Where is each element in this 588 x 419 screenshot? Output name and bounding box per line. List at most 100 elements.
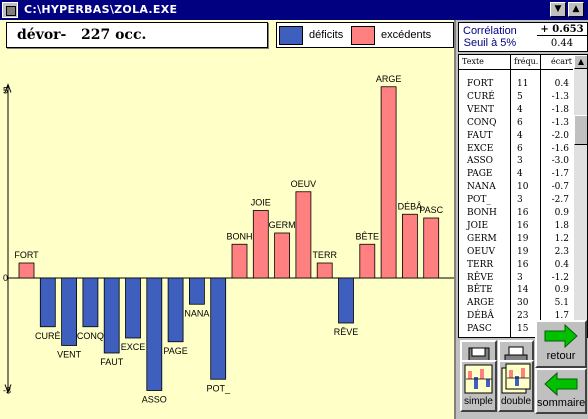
row-text: NANA — [467, 182, 496, 193]
correlation-label: Corrélation Seuil à 5% — [463, 25, 517, 49]
table-row[interactable]: BONH 16 0.9 — [459, 207, 573, 219]
row-frequency: 16 — [517, 220, 529, 231]
window-title: C:\HYPERBAS\ZOLA.EXE — [24, 3, 178, 16]
table-row[interactable]: FAUT 4 -2.0 — [459, 130, 573, 142]
sommaire-button[interactable]: sommaire — [535, 368, 587, 414]
row-text: DÉBÂ — [467, 311, 494, 322]
row-text: EXCE — [467, 143, 494, 154]
table-row[interactable]: CURÉ 5 -1.3 — [459, 91, 573, 103]
row-frequency: 3 — [517, 156, 523, 167]
scroll-up-button[interactable]: ▲ — [574, 55, 587, 69]
bar — [252, 210, 269, 279]
header-divider — [459, 69, 573, 70]
table-row[interactable]: JOIE 16 1.8 — [459, 220, 573, 232]
row-ecart: -1.6 — [551, 143, 569, 154]
row-text: FAUT — [467, 130, 493, 141]
row-ecart: -2.7 — [551, 195, 569, 206]
bar-label: CONQ — [77, 331, 104, 341]
title-bar: C:\HYPERBAS\ZOLA.EXE ▼ ▲ — [0, 0, 588, 20]
bar-label: DÉBÂ — [398, 201, 423, 211]
row-frequency: 5 — [517, 91, 523, 102]
bar-label: RÊVE — [334, 327, 359, 337]
table-row[interactable]: FORT 11 0.4 — [459, 78, 573, 90]
row-text: POT_ — [467, 195, 491, 206]
row-text: FORT — [467, 79, 494, 89]
row-text: ARGE — [467, 298, 495, 309]
bar-label: VENT — [57, 350, 82, 360]
table-row[interactable]: ASSO 3 -3.0 — [459, 155, 573, 167]
deviation-bar-chart: 5 0 -3 FORT CURÉ VENT CONQ FAUT EXCE ASSO PAGE NANA… — [3, 74, 454, 405]
bar-label: CURÉ — [35, 331, 61, 341]
row-ecart: -3.0 — [551, 156, 569, 167]
row-ecart: -2.0 — [551, 130, 569, 141]
bar-label: PAGE — [163, 346, 187, 356]
bar — [39, 277, 56, 328]
table-row[interactable]: PAGE 4 -1.7 — [459, 168, 573, 180]
table-row[interactable]: RÊVE 3 -1.2 — [459, 272, 573, 284]
col-header-texte: Texte — [462, 57, 484, 66]
scroll-thumb[interactable] — [574, 115, 587, 145]
minimize-button[interactable]: ▼ — [550, 2, 566, 17]
table-row[interactable]: OEUV 19 2.3 — [459, 246, 573, 258]
row-ecart: 0.9 — [554, 208, 569, 218]
bar — [210, 277, 227, 380]
table-row[interactable]: TERR 16 0.4 — [459, 259, 573, 271]
bar — [316, 262, 333, 279]
word-header: dévor- 227 occ. — [6, 22, 268, 48]
double-chart-icon — [501, 363, 531, 394]
table-row[interactable]: VENT 4 -1.8 — [459, 104, 573, 116]
bar-label: PASC — [419, 205, 443, 215]
bar — [167, 277, 184, 343]
col-header-ecart: écart — [551, 57, 573, 66]
table-row[interactable]: BÊTE 14 0.9 — [459, 284, 573, 296]
row-frequency: 19 — [517, 246, 529, 257]
bar — [380, 86, 397, 279]
row-ecart: 1.8 — [554, 220, 569, 231]
table-scrollbar[interactable]: ▲ ▼ — [574, 55, 587, 337]
row-ecart: 2.3 — [554, 246, 569, 257]
row-frequency: 16 — [517, 259, 529, 270]
row-frequency: 16 — [517, 208, 529, 218]
bar-label: FAUT — [100, 357, 124, 367]
table-row[interactable]: EXCE 6 -1.6 — [459, 143, 573, 155]
row-frequency: 23 — [517, 311, 529, 322]
frequency-table: Texte fréqu. écart FORT 11 0.4 CURÉ 5 -1.3 VEN… — [458, 54, 588, 338]
word-label: dévor- — [17, 27, 67, 43]
bar — [231, 243, 248, 279]
row-frequency: 30 — [517, 298, 529, 309]
row-frequency: 4 — [517, 130, 523, 141]
table-row[interactable]: POT_ 3 -2.7 — [459, 194, 573, 206]
table-row[interactable]: GERM 19 1.2 — [459, 233, 573, 245]
double-button[interactable]: double — [498, 360, 534, 412]
column-divider — [540, 55, 541, 337]
simple-label: simple — [464, 396, 493, 407]
table-row[interactable]: DÉBÂ 23 1.7 — [459, 310, 573, 322]
system-menu-icon[interactable] — [2, 2, 18, 18]
maximize-button[interactable]: ▲ — [568, 2, 584, 17]
bar — [146, 277, 163, 391]
excedent-swatch — [351, 26, 375, 45]
row-ecart: -0.7 — [551, 182, 569, 193]
row-ecart: 1.2 — [554, 233, 569, 244]
row-frequency: 4 — [517, 169, 523, 180]
bar — [295, 191, 312, 279]
row-text: BONH — [467, 208, 497, 218]
bar-label: TERR — [312, 250, 337, 260]
table-row[interactable]: ARGE 30 5.1 — [459, 297, 573, 309]
column-divider — [510, 55, 511, 337]
side-panel: Corrélation Seuil à 5% + 0.653 0.44 Text… — [458, 20, 588, 419]
row-ecart: -1.2 — [551, 272, 569, 283]
row-ecart: -1.3 — [551, 117, 569, 128]
row-text: BÊTE — [467, 285, 493, 296]
table-row[interactable]: CONQ 6 -1.3 — [459, 117, 573, 129]
row-frequency: 6 — [517, 117, 523, 128]
bar-label: ARGE — [376, 74, 402, 84]
table-row[interactable]: NANA 10 -0.7 — [459, 181, 573, 193]
bar-label: BÊTE — [356, 231, 380, 241]
row-frequency: 3 — [517, 195, 523, 206]
retour-button[interactable]: retour — [535, 320, 587, 368]
row-text: ASSO — [467, 156, 494, 167]
correlation-title: Corrélation — [463, 25, 517, 37]
simple-button[interactable]: simple — [460, 360, 497, 412]
row-text: JOIE — [467, 220, 489, 231]
